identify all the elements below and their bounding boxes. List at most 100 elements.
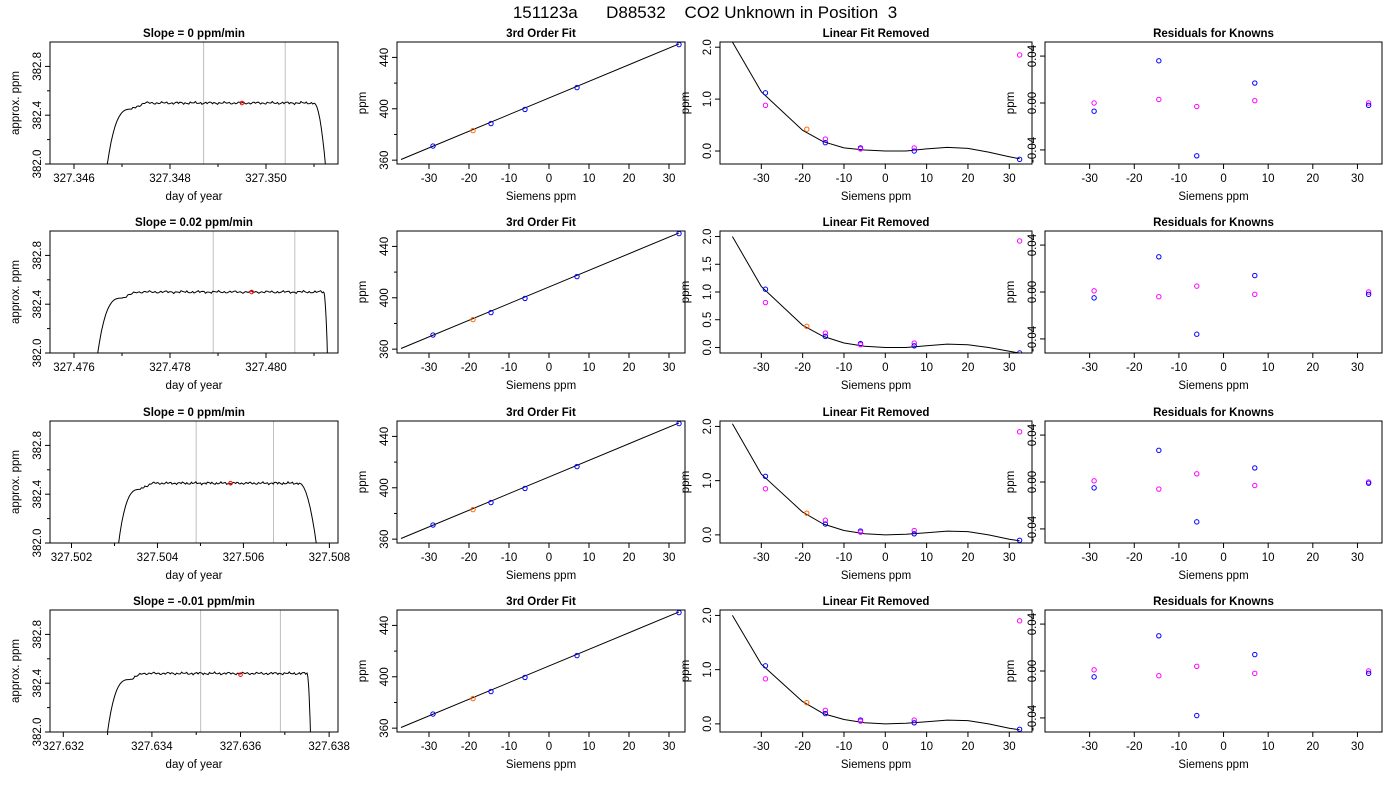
y-axis-label: ppm xyxy=(680,92,692,114)
x-tick-label: 10 xyxy=(920,552,933,564)
unknown-point xyxy=(1091,478,1097,484)
y-tick-label: 382.8 xyxy=(32,241,44,270)
y-tick-label: 1.5 xyxy=(702,256,714,272)
known-point xyxy=(1156,447,1162,454)
x-tick-label: -10 xyxy=(501,362,518,374)
x-tick-label: 10 xyxy=(583,173,596,185)
unknown-point xyxy=(1252,670,1258,677)
plot-area xyxy=(1091,447,1372,525)
panel-trace-row-4: Slope = -0.01 ppm/min 327.632 327.634 327.6… xyxy=(10,596,350,771)
known-point xyxy=(1194,153,1200,159)
known-point xyxy=(430,332,436,338)
x-tick-label: 10 xyxy=(583,741,596,753)
known-point xyxy=(762,286,769,292)
x-axis-label: Siemens ppm xyxy=(841,380,911,392)
x-tick-label: -20 xyxy=(794,362,811,374)
x-tick-label: -10 xyxy=(836,362,853,374)
y-tick-label: 440 xyxy=(379,48,391,67)
plot-frame xyxy=(49,420,339,544)
x-tick-label: -10 xyxy=(836,552,853,564)
known-point xyxy=(1365,480,1372,486)
known-point xyxy=(488,309,494,316)
x-tick-label: -30 xyxy=(1081,362,1098,374)
x-tick-label: 30 xyxy=(1351,173,1364,185)
y-tick-label: 2.0 xyxy=(702,607,714,623)
unknown-point xyxy=(1252,482,1258,489)
unknown-point xyxy=(1194,103,1200,110)
x-axis-label: Siemens ppm xyxy=(506,380,576,392)
mean-marker xyxy=(249,289,254,295)
known-point xyxy=(522,295,528,302)
plot-area xyxy=(1091,633,1372,719)
x-tick-label: 10 xyxy=(583,362,596,374)
known-point xyxy=(822,333,829,340)
y-tick-label: -0.04 xyxy=(1027,136,1039,163)
y-axis-label: approx. ppm xyxy=(10,450,22,514)
x-tick-label: 20 xyxy=(1306,552,1319,564)
y-axis-label: approx. ppm xyxy=(10,260,22,324)
x-tick-label: 327.632 xyxy=(43,741,85,753)
unknown-point xyxy=(857,341,864,348)
known-point xyxy=(762,663,769,669)
plot-area xyxy=(731,423,1023,543)
known-point xyxy=(1365,670,1372,677)
plot-area xyxy=(1091,254,1372,337)
x-axis-label: Siemens ppm xyxy=(1178,380,1248,392)
x-tick-label: -20 xyxy=(1126,362,1143,374)
cubic-fit-curve xyxy=(731,236,1020,353)
unknown-point xyxy=(762,676,769,682)
highlight-point xyxy=(470,316,476,323)
unknown-point xyxy=(1365,289,1372,295)
panel-title: Slope = 0 ppm/min xyxy=(143,28,245,40)
unknown-point xyxy=(1365,100,1372,106)
plot-area xyxy=(400,231,682,349)
unknown-point xyxy=(1091,100,1097,106)
x-tick-label: 0 xyxy=(546,741,552,753)
unknown-point xyxy=(762,486,769,492)
y-axis-label: approx. ppm xyxy=(10,71,22,135)
known-point xyxy=(1091,485,1097,491)
x-tick-label: -10 xyxy=(836,741,853,753)
ppm-trace-line xyxy=(106,100,326,164)
x-tick-label: -30 xyxy=(421,173,438,185)
unknown-point xyxy=(1016,238,1023,244)
x-tick-label: -10 xyxy=(1171,552,1188,564)
x-tick-label: 327.638 xyxy=(308,741,350,753)
x-tick-label: 20 xyxy=(1306,741,1319,753)
y-axis-label: ppm xyxy=(357,471,369,493)
x-axis-label: Siemens ppm xyxy=(841,759,911,771)
x-tick-label: 10 xyxy=(1262,552,1275,564)
x-tick-label: -20 xyxy=(794,173,811,185)
x-tick-label: 327.348 xyxy=(149,173,191,185)
x-tick-label: 327.506 xyxy=(223,552,265,564)
panel-title: Slope = 0.02 ppm/min xyxy=(135,217,253,229)
y-tick-label: 0.04 xyxy=(1027,44,1039,67)
y-tick-label: 0.0 xyxy=(702,143,714,159)
unknown-point xyxy=(911,145,917,151)
known-point xyxy=(762,473,769,480)
known-point xyxy=(911,148,917,154)
plot-frame xyxy=(719,609,1033,733)
x-tick-label: 30 xyxy=(663,173,676,185)
x-tick-label: 20 xyxy=(623,552,636,564)
known-point xyxy=(1156,58,1162,64)
ppm-trace-line xyxy=(97,289,328,353)
x-tick-label: 0 xyxy=(546,362,552,374)
y-tick-label: 1.0 xyxy=(702,91,714,107)
x-axis-label: Siemens ppm xyxy=(841,191,911,203)
y-tick-label: 382.8 xyxy=(32,620,44,649)
known-point xyxy=(1194,331,1200,337)
unknown-point xyxy=(1016,618,1023,624)
plot-frame xyxy=(49,41,339,165)
y-tick-label: 0.0 xyxy=(702,339,714,355)
known-point xyxy=(1016,726,1023,732)
y-tick-label: 382.4 xyxy=(32,479,44,508)
x-axis-label: Siemens ppm xyxy=(506,191,576,203)
known-point xyxy=(822,710,829,717)
y-tick-label: 400 xyxy=(379,288,391,307)
unknown-point xyxy=(1156,486,1162,492)
x-tick-label: -10 xyxy=(1171,741,1188,753)
x-tick-label: 10 xyxy=(920,362,933,374)
plot-frame xyxy=(396,41,686,165)
unknown-point xyxy=(1156,96,1162,103)
